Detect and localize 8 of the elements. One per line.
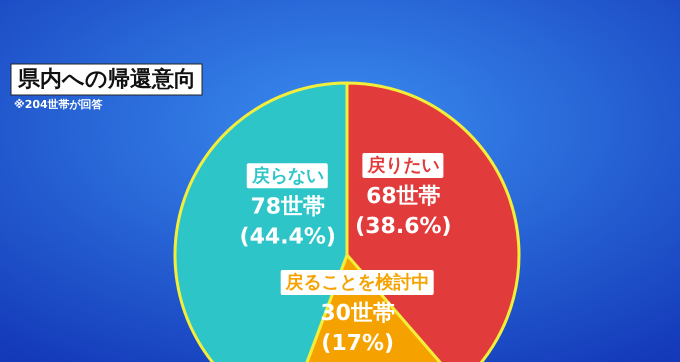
- slice-label: 戻りたい: [366, 154, 440, 176]
- data-label: 78世帯 (44.4%): [240, 194, 336, 250]
- text: ※204世帯が回答: [14, 98, 104, 111]
- data-label: 68世帯 (38.6%): [355, 184, 452, 239]
- slice-label: 戻らない: [250, 165, 324, 186]
- slice-label: 戻ることを検討中: [284, 272, 430, 293]
- title: 県内への帰還意向: [10, 64, 202, 96]
- chart-title: 県内への帰還意向: [17, 67, 196, 92]
